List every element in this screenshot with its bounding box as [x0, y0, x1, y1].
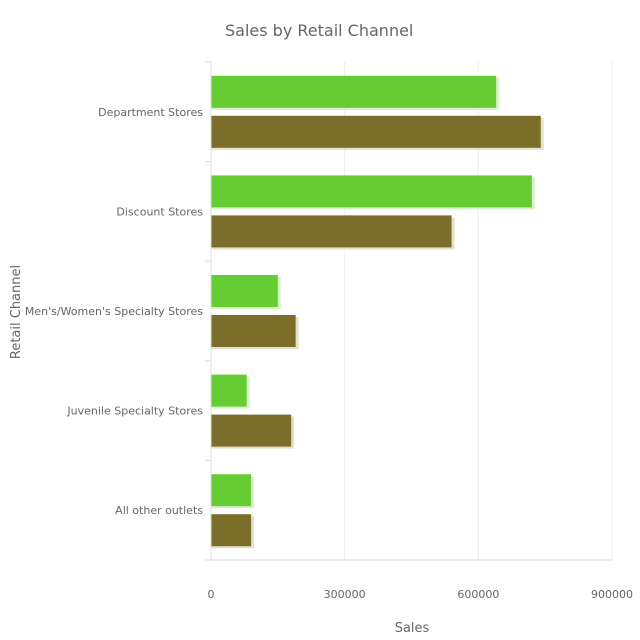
chart-title: Sales by Retail Channel: [225, 21, 413, 40]
x-tick-label: 300000: [324, 588, 366, 601]
x-axis-ticks: 0 300000 600000 900000: [208, 588, 634, 601]
bar[interactable]: [211, 115, 541, 148]
bar[interactable]: [211, 75, 497, 108]
bar[interactable]: [211, 374, 247, 407]
bar[interactable]: [211, 474, 252, 507]
bar[interactable]: [211, 315, 296, 347]
x-tick-label: 900000: [591, 588, 633, 601]
category-label: Discount Stores: [116, 205, 203, 218]
bars: [211, 75, 544, 549]
x-tick-label: 600000: [457, 588, 499, 601]
category-label: Department Stores: [98, 106, 203, 119]
category-labels: Department Stores Discount Stores Men's/Wo…: [25, 106, 203, 517]
x-axis-title: Sales: [395, 621, 430, 636]
bar[interactable]: [211, 514, 252, 547]
x-tick-label: 0: [208, 588, 215, 601]
category-label: Juvenile Specialty Stores: [66, 405, 203, 418]
bar[interactable]: [211, 215, 452, 248]
bar[interactable]: [211, 175, 532, 208]
bar[interactable]: [211, 275, 278, 307]
y-axis-title: Retail Channel: [9, 265, 24, 359]
category-label: All other outlets: [115, 504, 203, 517]
category-label: Men's/Women's Specialty Stores: [25, 305, 203, 318]
bar[interactable]: [211, 414, 292, 447]
